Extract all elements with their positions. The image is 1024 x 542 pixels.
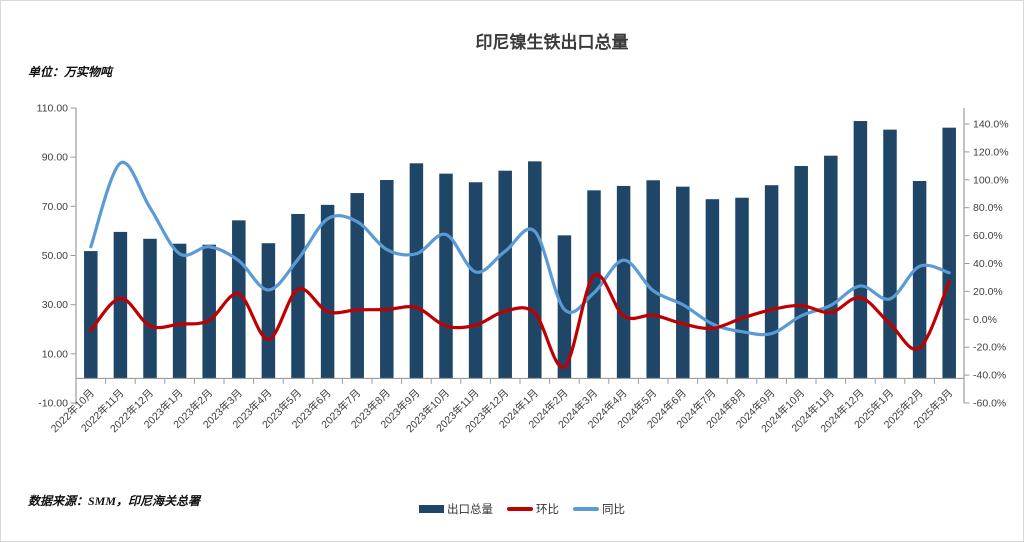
- export-total-bar: [84, 251, 98, 379]
- legend-item-mom: 环比: [507, 501, 559, 517]
- legend-label: 环比: [536, 504, 559, 516]
- export-total-bar: [468, 182, 483, 379]
- chart-title: 印尼镍生铁出口总量: [475, 33, 629, 52]
- right-axis-tick-label: -60.0%: [973, 398, 1006, 410]
- export-total-bar: [439, 173, 453, 379]
- export-total-bar: [587, 190, 601, 379]
- export-total-bar: [676, 186, 690, 379]
- line-swatch-icon: [573, 507, 599, 511]
- right-axis-tick-label: 120.0%: [973, 146, 1009, 158]
- right-axis-tick-label: 140.0%: [973, 119, 1009, 131]
- mom-line: [89, 272, 951, 369]
- legend-item-yoy: 同比: [573, 501, 625, 517]
- legend: 出口总量 环比 同比: [419, 501, 625, 517]
- export-total-bar: [380, 180, 394, 379]
- right-axis-tick-label: 100.0%: [973, 174, 1009, 186]
- axis-unit-label: 单位：万实物吨: [28, 65, 113, 79]
- export-total-bar: [942, 127, 956, 379]
- right-axis-tick-label: 60.0%: [973, 230, 1003, 242]
- right-axis-tick-label: 40.0%: [973, 258, 1003, 270]
- export-total-bar: [794, 166, 808, 379]
- right-axis-tick-label: 0.0%: [973, 314, 997, 326]
- export-total-bar: [824, 155, 838, 379]
- export-total-bar: [350, 193, 364, 379]
- right-axis-tick-label: -40.0%: [973, 370, 1006, 382]
- yoy-line: [89, 160, 951, 337]
- export-total-bar: [261, 243, 276, 379]
- export-total-bar: [853, 121, 868, 379]
- right-axis-tick-label: -20.0%: [973, 342, 1006, 354]
- left-axis-tick-label: 50.00: [42, 250, 68, 262]
- right-axis-tick-label: 80.0%: [973, 202, 1003, 214]
- left-axis-tick-label: 90.00: [42, 152, 68, 164]
- data-source-label: 数据来源：SMM，印尼海关总署: [28, 494, 201, 508]
- export-total-bar: [409, 163, 424, 379]
- left-axis-tick-label: 30.00: [42, 299, 68, 311]
- export-total-bar: [557, 235, 572, 379]
- export-total-bar: [320, 204, 335, 379]
- left-axis-tick-label: 110.00: [37, 103, 68, 115]
- export-total-bar: [616, 185, 631, 379]
- export-total-bar: [705, 199, 720, 379]
- export-total-bar: [113, 231, 128, 379]
- bar-swatch-icon: [419, 505, 444, 513]
- export-total-bar: [883, 129, 897, 379]
- export-total-bar: [143, 238, 157, 379]
- legend-item-exports: 出口总量: [419, 501, 493, 517]
- export-total-bar: [646, 180, 660, 379]
- export-total-bar: [498, 170, 512, 379]
- export-total-bar: [764, 185, 779, 379]
- export-total-bar: [172, 243, 187, 379]
- legend-label: 同比: [602, 504, 625, 516]
- right-axis-tick-label: 20.0%: [973, 286, 1003, 298]
- export-total-bar: [202, 244, 216, 379]
- export-total-bar: [912, 181, 927, 379]
- export-total-bar: [735, 197, 749, 379]
- left-axis-tick-label: 70.00: [42, 201, 68, 213]
- left-axis-tick-label: -10.00: [38, 398, 68, 410]
- line-swatch-icon: [507, 507, 533, 511]
- legend-label: 出口总量: [447, 504, 493, 516]
- left-axis-tick-label: 10.00: [42, 348, 68, 360]
- export-total-bar: [528, 161, 542, 379]
